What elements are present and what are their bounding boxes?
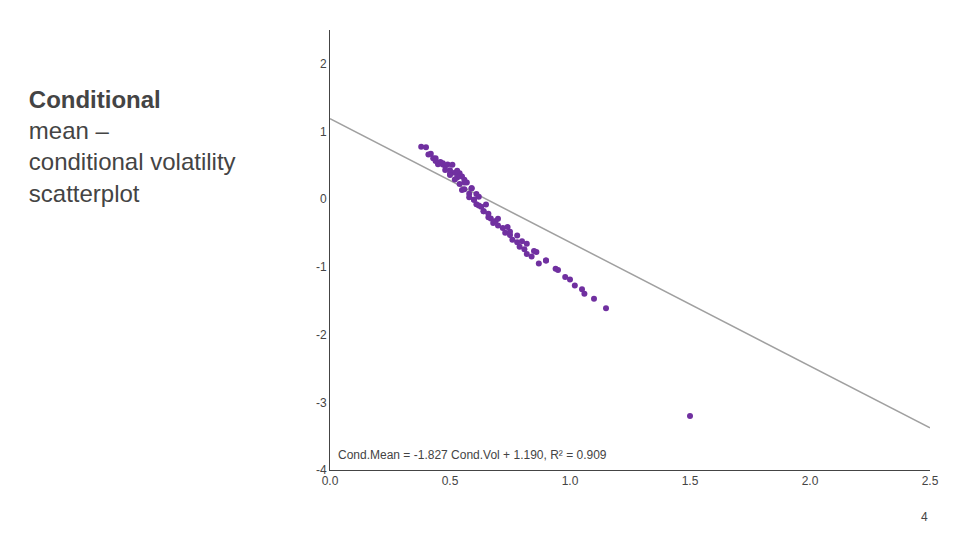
svg-text:0: 0	[320, 192, 327, 206]
svg-text:0.5: 0.5	[442, 474, 459, 488]
svg-text:2.0: 2.0	[802, 474, 819, 488]
svg-text:4: 4	[921, 510, 928, 524]
svg-text:1.0: 1.0	[562, 474, 579, 488]
svg-text:-3: -3	[316, 396, 327, 410]
svg-text:0.0: 0.0	[322, 474, 339, 488]
svg-text:2: 2	[320, 57, 327, 71]
svg-text:-1: -1	[316, 260, 327, 274]
svg-text:1.5: 1.5	[682, 474, 699, 488]
svg-text:-2: -2	[316, 328, 327, 342]
svg-text:Conditionalmean –conditional v: Conditionalmean –conditional volatilitys…	[29, 86, 236, 207]
svg-text:-4: -4	[316, 463, 327, 477]
svg-text:Cond.Mean = -1.827 Cond.Vol +: Cond.Mean = -1.827 Cond.Vol + 1.190, R² …	[338, 448, 607, 462]
svg-text:1: 1	[320, 125, 327, 139]
svg-text:2.5: 2.5	[922, 474, 939, 488]
